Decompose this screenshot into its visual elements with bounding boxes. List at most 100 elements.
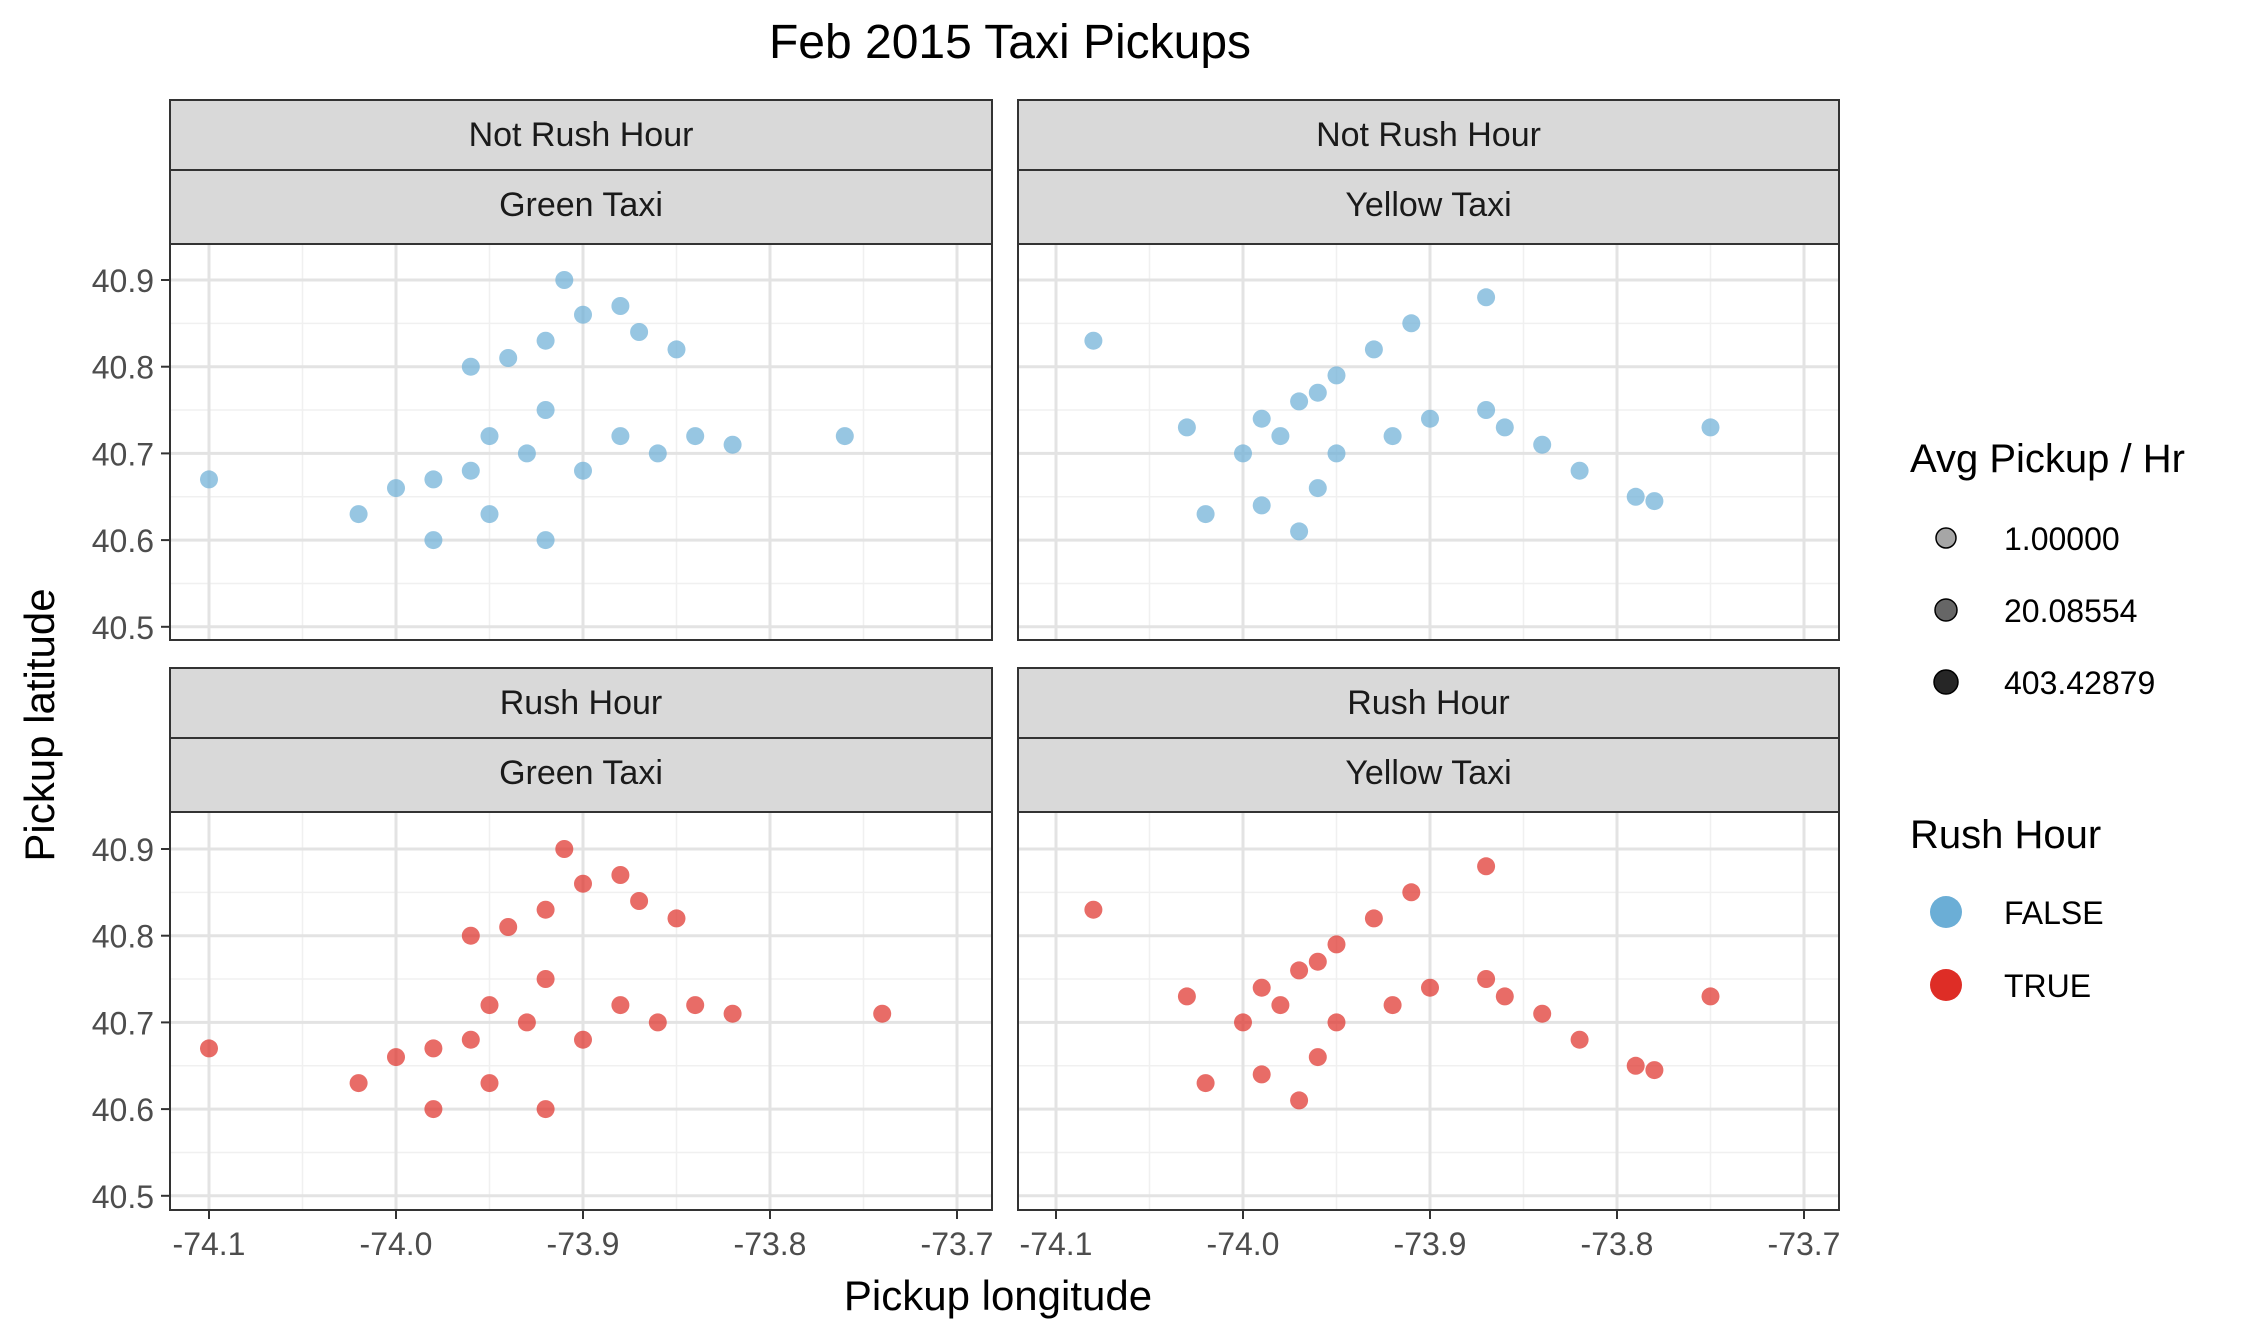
x-tick-label: -74.1 — [1020, 1226, 1093, 1262]
scatter-point — [1570, 1030, 1589, 1049]
scatter-point — [1308, 1048, 1327, 1067]
color-legend-label: FALSE — [2004, 895, 2104, 931]
scatter-point — [630, 323, 649, 341]
facet-panel: Rush Hour Green Taxi — [169, 667, 993, 1211]
size-legend-entries: 1.00000 20.08554 403.42879 — [1933, 521, 2155, 701]
y-tick-label: 40.9 — [92, 832, 154, 868]
scatter-point — [480, 1074, 499, 1093]
scatter-point — [499, 349, 518, 367]
scatter-point — [1421, 409, 1439, 428]
color-legend-entries: FALSE TRUE — [1930, 895, 2104, 1004]
facet-strip-row — [169, 667, 993, 739]
scatter-point — [1327, 1013, 1346, 1032]
scatter-point — [1327, 366, 1346, 385]
scatter-point — [1290, 392, 1309, 411]
scatter-point — [723, 1004, 742, 1023]
scatter-point — [1421, 978, 1439, 997]
scatter-point — [387, 479, 405, 498]
legend: Avg Pickup / Hr 1.00000 20.08554 403.42879… — [1910, 437, 2185, 1004]
scatter-point — [499, 918, 518, 936]
scatter-point — [1477, 970, 1496, 988]
scatter-point — [480, 996, 499, 1015]
facet-panel: Not Rush Hour Green Taxi — [169, 99, 993, 641]
scatter-point — [555, 271, 574, 289]
x-axis-ticks: -74.1 -74.0 -73.9 -73.8 -73.7 -74.1 -74.0 -73.9… — [173, 1210, 1841, 1262]
scatter-point — [574, 874, 592, 893]
scatter-point — [686, 996, 705, 1015]
y-tick-label: 40.6 — [92, 1092, 154, 1128]
size-legend-label: 403.42879 — [2004, 665, 2155, 701]
scatter-point — [480, 427, 499, 446]
scatter-point — [536, 401, 555, 419]
color-legend-key — [1930, 896, 1962, 928]
scatter-point — [1234, 444, 1252, 463]
facet-strip-col — [169, 737, 993, 813]
y-tick-label: 40.5 — [92, 1179, 154, 1215]
scatter-point — [1271, 996, 1290, 1015]
plot-background — [170, 244, 992, 640]
facet-strip-row-label: Rush Hour — [1347, 684, 1510, 722]
panel-border — [1017, 811, 1840, 1211]
scatter-point — [1327, 935, 1346, 954]
color-legend-title: Rush Hour — [1910, 813, 2101, 857]
scatter-point — [1570, 461, 1589, 480]
scatter-point — [1477, 288, 1496, 307]
scatter-point — [1495, 987, 1514, 1006]
facet-strip-col — [169, 169, 993, 245]
scatter-point — [1308, 383, 1327, 402]
scatter-point — [536, 970, 555, 988]
y-axis-label: Pickup latitude — [16, 588, 63, 861]
color-legend-label: TRUE — [2004, 968, 2091, 1004]
scatter-point — [1402, 883, 1421, 902]
scatter-point — [723, 435, 742, 454]
y-tick-label: 40.9 — [92, 263, 154, 299]
x-tick-label: -74.1 — [173, 1226, 246, 1262]
scatter-point — [424, 470, 443, 489]
scatter-point — [349, 1074, 368, 1093]
scatter-point — [1252, 496, 1271, 515]
scatter-point — [1477, 857, 1496, 876]
scatter-point — [1327, 444, 1346, 463]
scatter-point — [461, 1030, 480, 1049]
scatter-point — [424, 1100, 443, 1119]
scatter-point — [461, 357, 480, 376]
scatter-point — [1177, 987, 1196, 1006]
scatter-point — [835, 427, 854, 446]
x-axis-label: Pickup longitude — [844, 1272, 1152, 1319]
scatter-point — [536, 900, 555, 919]
scatter-point — [648, 444, 667, 463]
scatter-point — [630, 892, 649, 910]
facet-strip-col-label: Yellow Taxi — [1345, 754, 1511, 792]
scatter-point — [1626, 1056, 1645, 1075]
scatter-point — [1701, 418, 1720, 437]
x-tick-label: -73.7 — [1768, 1226, 1841, 1262]
size-legend-key — [1934, 598, 1958, 622]
scatter-point — [1308, 952, 1327, 971]
facet-strip-col-label: Green Taxi — [499, 186, 663, 224]
scatter-point — [1290, 961, 1309, 980]
scatter-point — [517, 1013, 536, 1032]
scatter-point — [686, 427, 705, 446]
scatter-point — [1252, 1065, 1271, 1084]
scatter-point — [536, 1100, 555, 1119]
scatter-point — [1084, 331, 1103, 350]
y-tick-label: 40.8 — [92, 350, 154, 386]
scatter-point — [1234, 1013, 1252, 1032]
x-tick-label: -73.7 — [921, 1226, 994, 1262]
scatter-point — [461, 926, 480, 945]
scatter-point — [1252, 409, 1271, 428]
facet-strip-row-label: Not Rush Hour — [469, 116, 694, 154]
scatter-point — [1364, 909, 1383, 928]
scatter-point — [387, 1048, 405, 1067]
scatter-point — [1290, 1091, 1309, 1110]
size-legend-key — [1933, 669, 1959, 695]
scatter-point — [1645, 1061, 1664, 1080]
y-tick-label: 40.5 — [92, 610, 154, 646]
x-tick-label: -74.0 — [1207, 1226, 1280, 1262]
scatter-point — [200, 1039, 218, 1058]
x-tick-label: -73.8 — [1581, 1226, 1654, 1262]
scatter-point — [1196, 1074, 1215, 1093]
facet-panel: Rush Hour Yellow Taxi — [1017, 667, 1840, 1211]
x-tick-label: -73.8 — [734, 1226, 807, 1262]
